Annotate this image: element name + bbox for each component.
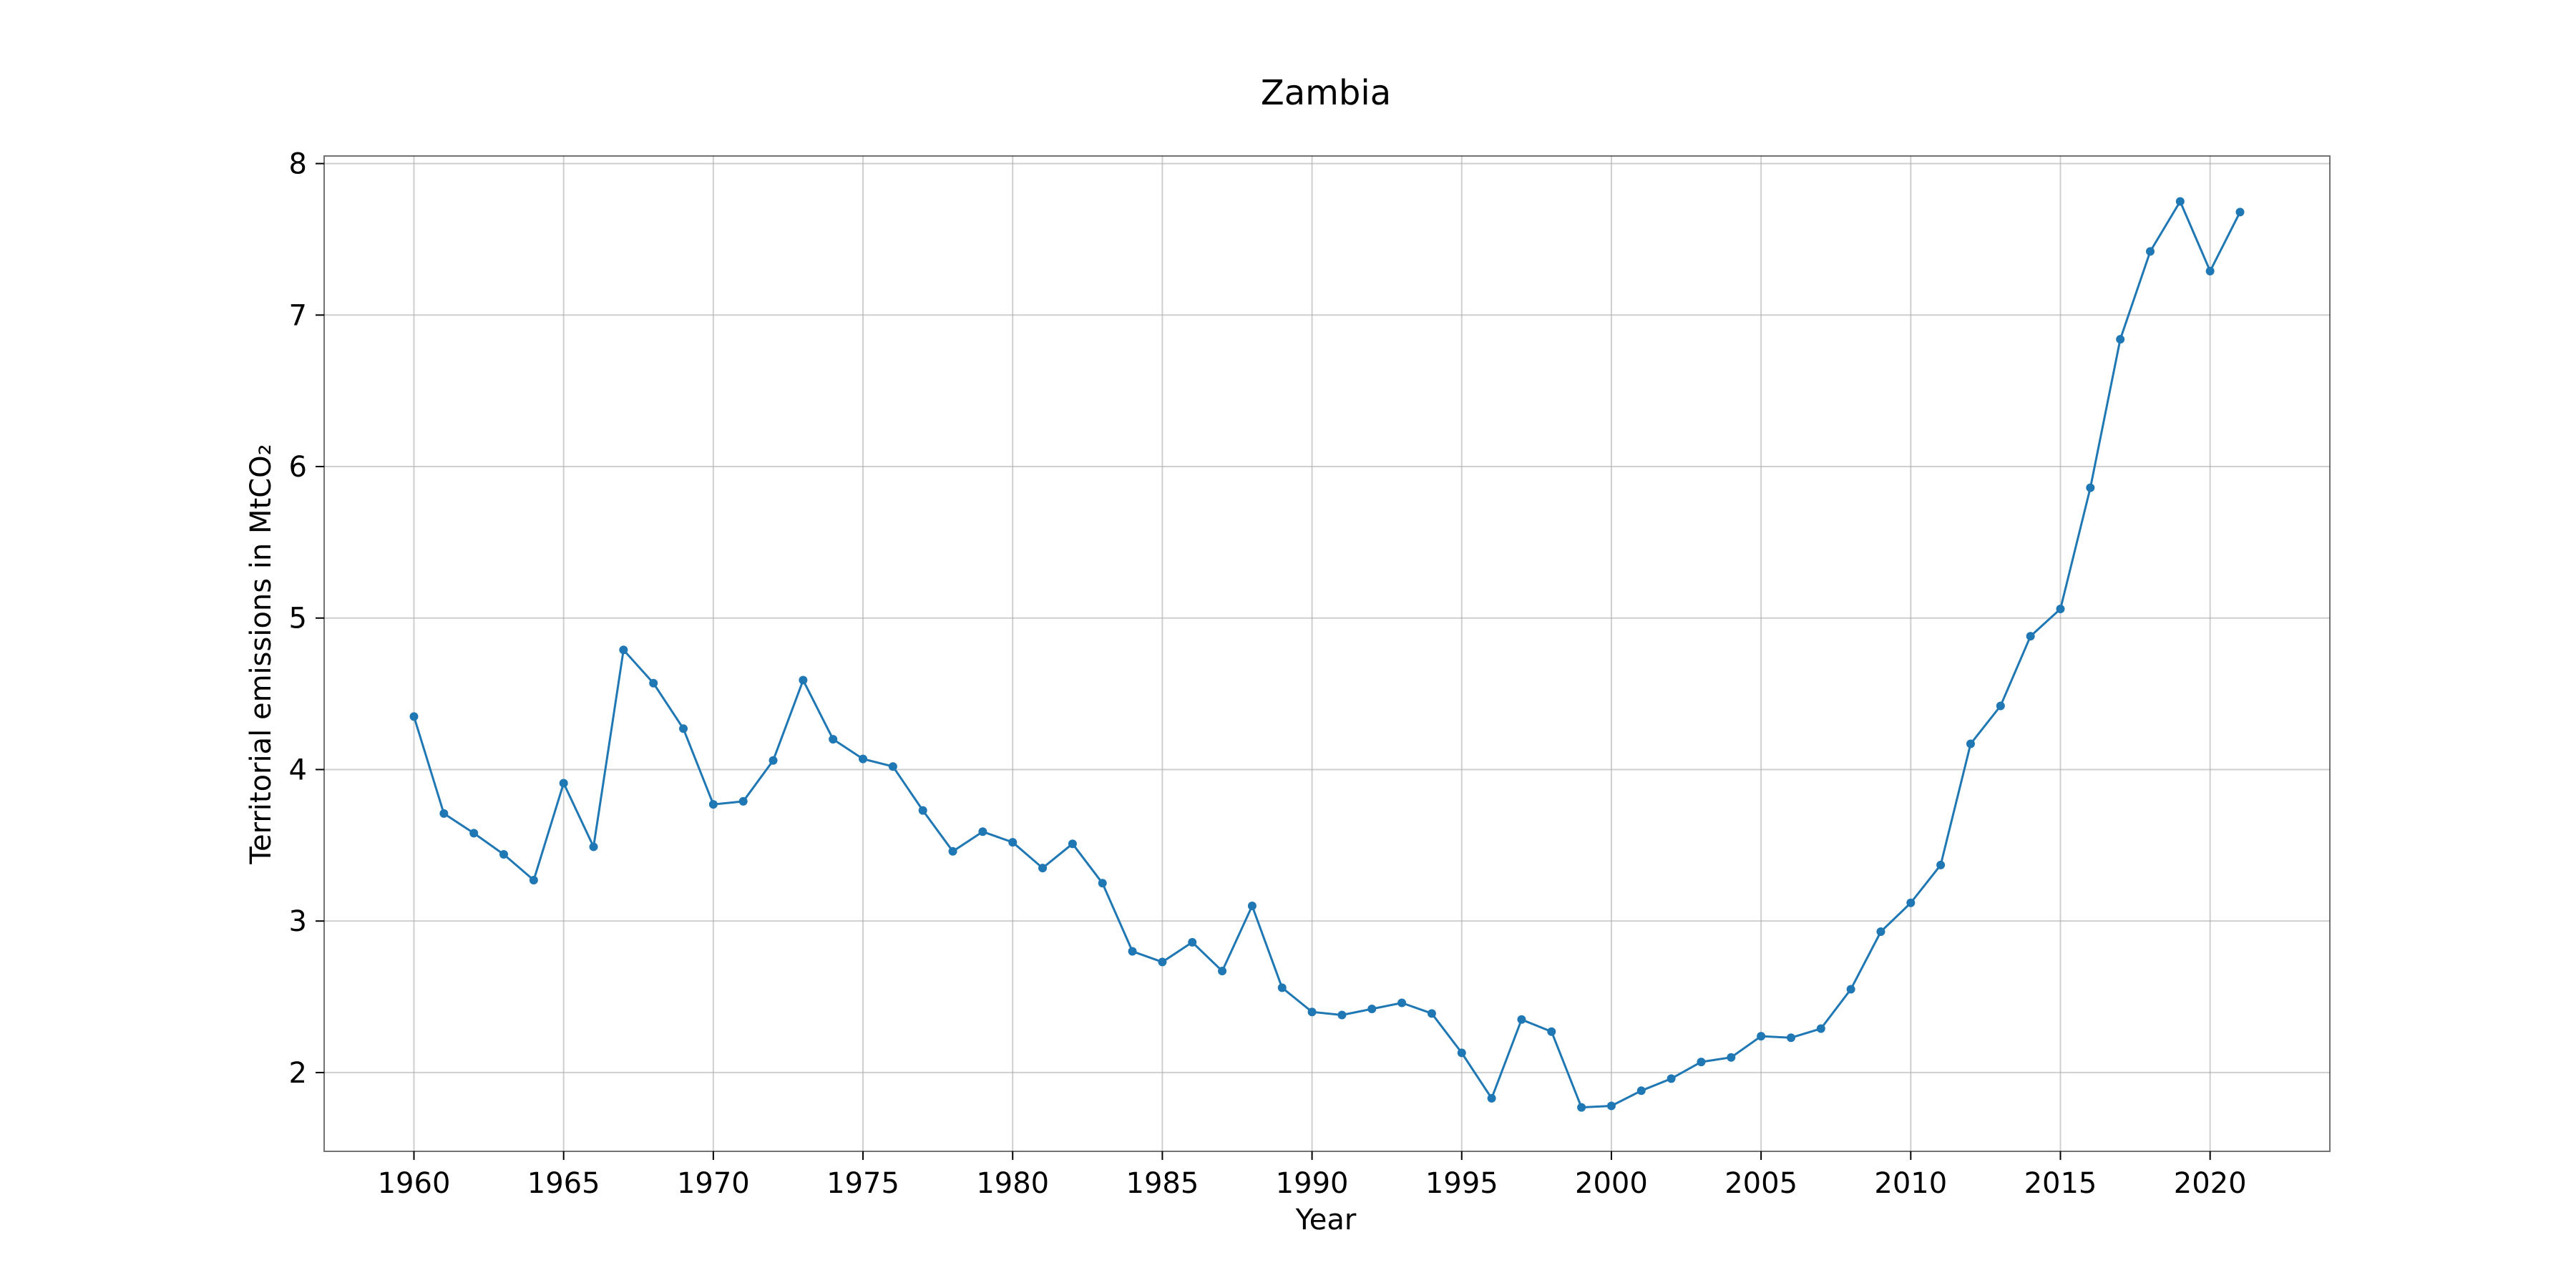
data-point	[1158, 957, 1167, 967]
x-tick-label: 1960	[378, 1167, 451, 1200]
data-point	[649, 678, 658, 688]
y-tick-label: 7	[289, 299, 307, 332]
data-point	[1846, 985, 1855, 994]
data-point	[1936, 860, 1946, 869]
x-tick-label: 1980	[976, 1167, 1049, 1200]
data-point	[1397, 998, 1407, 1008]
data-point	[1008, 838, 1018, 847]
data-point	[1487, 1093, 1496, 1103]
data-point	[2086, 483, 2095, 492]
data-point	[439, 809, 449, 818]
x-tick-label: 2015	[2024, 1167, 2097, 1200]
data-point	[1667, 1074, 1676, 1083]
data-point	[1367, 1004, 1377, 1013]
x-tick-label: 2020	[2174, 1167, 2247, 1200]
data-point	[1757, 1032, 1766, 1041]
data-point	[2175, 197, 2185, 206]
data-point	[1577, 1103, 1586, 1112]
data-point	[529, 876, 538, 885]
series-line	[413, 199, 2241, 1109]
data-point	[1427, 1009, 1436, 1018]
x-tick-label: 1965	[527, 1167, 600, 1200]
x-tick-label: 1990	[1276, 1167, 1349, 1200]
data-point	[2116, 335, 2125, 344]
data-point	[1786, 1033, 1795, 1043]
data-point	[1277, 983, 1287, 992]
y-axis: 2 3 4 5 6 7 8	[289, 148, 324, 1090]
x-tick-label: 2010	[1874, 1167, 1947, 1200]
data-point	[1996, 701, 2005, 711]
x-tick-label: 1975	[826, 1167, 899, 1200]
data-point	[978, 827, 987, 836]
data-point	[1188, 937, 1197, 947]
series-layer	[409, 197, 2245, 1112]
data-point	[1517, 1015, 1526, 1024]
data-point	[1307, 1008, 1317, 1017]
data-point	[1128, 947, 1137, 956]
data-point	[1636, 1086, 1646, 1096]
data-point	[1337, 1010, 1347, 1020]
chart-title: Zambia	[1261, 73, 1391, 113]
x-tick-label: 1985	[1126, 1167, 1199, 1200]
y-tick-label: 4	[289, 753, 307, 786]
data-point	[799, 675, 808, 685]
data-point	[1098, 879, 1107, 888]
x-tick-label: 1970	[677, 1167, 750, 1200]
data-point	[738, 796, 748, 806]
data-point	[469, 829, 479, 838]
x-tick-label: 2005	[1724, 1167, 1797, 1200]
data-point	[1547, 1027, 1556, 1036]
data-point	[499, 850, 509, 859]
data-point	[589, 842, 598, 852]
data-point	[1727, 1053, 1736, 1062]
data-point	[1697, 1058, 1706, 1067]
data-point	[1068, 839, 1077, 849]
y-tick-label: 3	[289, 905, 307, 938]
data-point	[1906, 898, 1916, 907]
data-point	[948, 847, 957, 856]
data-point	[2205, 266, 2215, 275]
data-point	[1038, 864, 1048, 873]
y-tick-label: 6	[289, 451, 307, 484]
y-tick-label: 5	[289, 602, 307, 635]
data-point	[409, 712, 419, 721]
data-point	[1966, 739, 1975, 748]
data-point	[1457, 1048, 1466, 1058]
data-point	[888, 762, 897, 771]
data-point	[2235, 208, 2245, 217]
data-point	[859, 754, 868, 763]
data-point	[918, 806, 927, 815]
data-point	[1247, 902, 1257, 911]
data-point	[1876, 927, 1885, 937]
data-point	[679, 724, 688, 733]
data-point	[1606, 1101, 1616, 1111]
x-tick-label: 2000	[1575, 1167, 1648, 1200]
data-point	[708, 800, 718, 809]
x-axis-label: Year	[1295, 1204, 1357, 1236]
data-point	[2056, 605, 2065, 614]
data-point	[2026, 632, 2035, 641]
data-point	[619, 645, 628, 655]
data-point	[829, 735, 838, 744]
x-tick-label: 1995	[1425, 1167, 1498, 1200]
data-point	[2145, 247, 2155, 256]
data-point	[559, 779, 568, 788]
grid-lines	[324, 156, 2330, 1151]
y-tick-label: 8	[289, 148, 307, 181]
data-point	[1218, 967, 1227, 976]
data-point	[1816, 1024, 1825, 1033]
x-axis: 1960 1965 1970 1975 1980 1985 1990 1995 2000 2005…	[378, 1151, 2247, 1200]
plot-frame	[323, 155, 2331, 1152]
y-tick-label: 2	[289, 1057, 307, 1090]
data-point	[769, 756, 778, 765]
y-axis-label: Territorial emissions in MtCO₂	[245, 444, 278, 864]
